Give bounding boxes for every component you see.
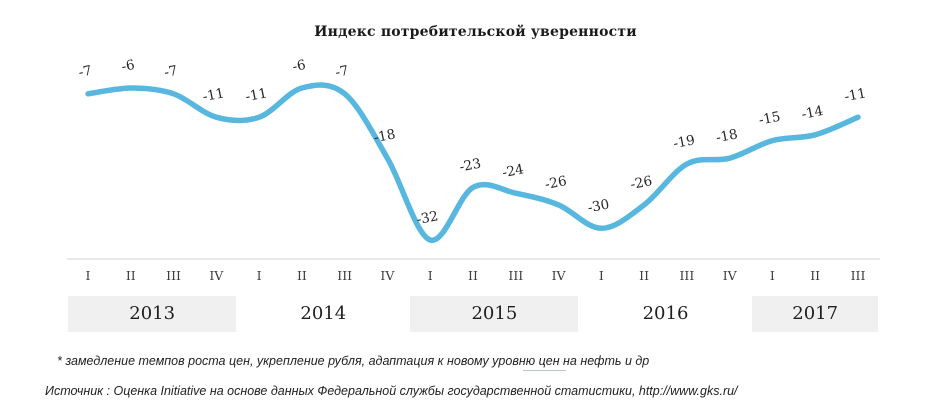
quarter-tick: III — [508, 268, 524, 283]
quarter-tick: IV — [380, 268, 395, 283]
quarter-tick: II — [639, 268, 650, 283]
data-label: -6 — [291, 57, 307, 75]
data-label: -14 — [800, 103, 824, 123]
data-label: -26 — [544, 173, 568, 193]
footnote-text: * замедление темпов роста цен, укреплени… — [57, 354, 650, 368]
chart-title: Индекс потребительской уверенности — [314, 24, 637, 40]
data-label: -18 — [715, 126, 739, 146]
quarter-tick: III — [679, 268, 695, 283]
quarter-tick: IV — [722, 268, 737, 283]
year-band — [752, 296, 878, 332]
year-label: 2016 — [642, 303, 689, 324]
data-label: -32 — [415, 208, 439, 228]
quarter-tick: III — [166, 268, 182, 283]
quarter-tick: IV — [209, 268, 224, 283]
quarter-tick: I — [85, 268, 91, 283]
quarter-axis: I II III IV I II III IV I II III IV I II III IV I II III — [0, 268, 951, 286]
year-band — [68, 296, 237, 332]
data-label: -11 — [244, 85, 268, 105]
data-label: -7 — [163, 63, 179, 81]
quarter-tick: II — [125, 268, 136, 283]
data-label: -30 — [586, 196, 610, 216]
quarter-tick: II — [468, 268, 478, 283]
source-text: Источник : Оценка Initiative на основе д… — [45, 384, 738, 398]
quarter-tick: I — [598, 268, 604, 283]
quarter-tick: I — [256, 268, 262, 283]
data-label: -26 — [629, 173, 653, 193]
year-band — [410, 296, 579, 332]
data-label: -7 — [334, 63, 350, 81]
series-line — [85, 82, 861, 243]
quarter-tick: III — [850, 268, 866, 283]
data-label: -6 — [120, 57, 136, 75]
data-label: -15 — [757, 109, 781, 129]
quarter-tick: IV — [551, 268, 566, 283]
spellcheck-underline — [523, 370, 566, 371]
data-label: -24 — [501, 161, 525, 181]
quarter-tick: I — [427, 268, 433, 283]
data-label: -11 — [843, 85, 867, 105]
year-label: 2013 — [129, 303, 176, 324]
data-label: -18 — [372, 126, 396, 146]
year-label: 2015 — [471, 303, 518, 324]
year-label: 2017 — [792, 303, 839, 324]
quarter-tick: II — [810, 268, 821, 283]
quarter-tick: III — [337, 268, 353, 283]
line-chart-plot-area: -7 -6 -7 -11 -11 -6 -7 -18 -32 -23 -24 -26 -30 -26 -19… — [67, 57, 880, 260]
data-label: -23 — [458, 156, 482, 176]
data-label: -11 — [201, 85, 225, 105]
quarter-tick: I — [769, 268, 775, 283]
quarter-tick: II — [296, 268, 307, 283]
data-label: -19 — [672, 132, 696, 152]
year-label: 2014 — [300, 303, 347, 324]
year-axis: 2013 2014 2015 2016 2017 — [0, 296, 951, 332]
data-label: -7 — [77, 63, 93, 81]
